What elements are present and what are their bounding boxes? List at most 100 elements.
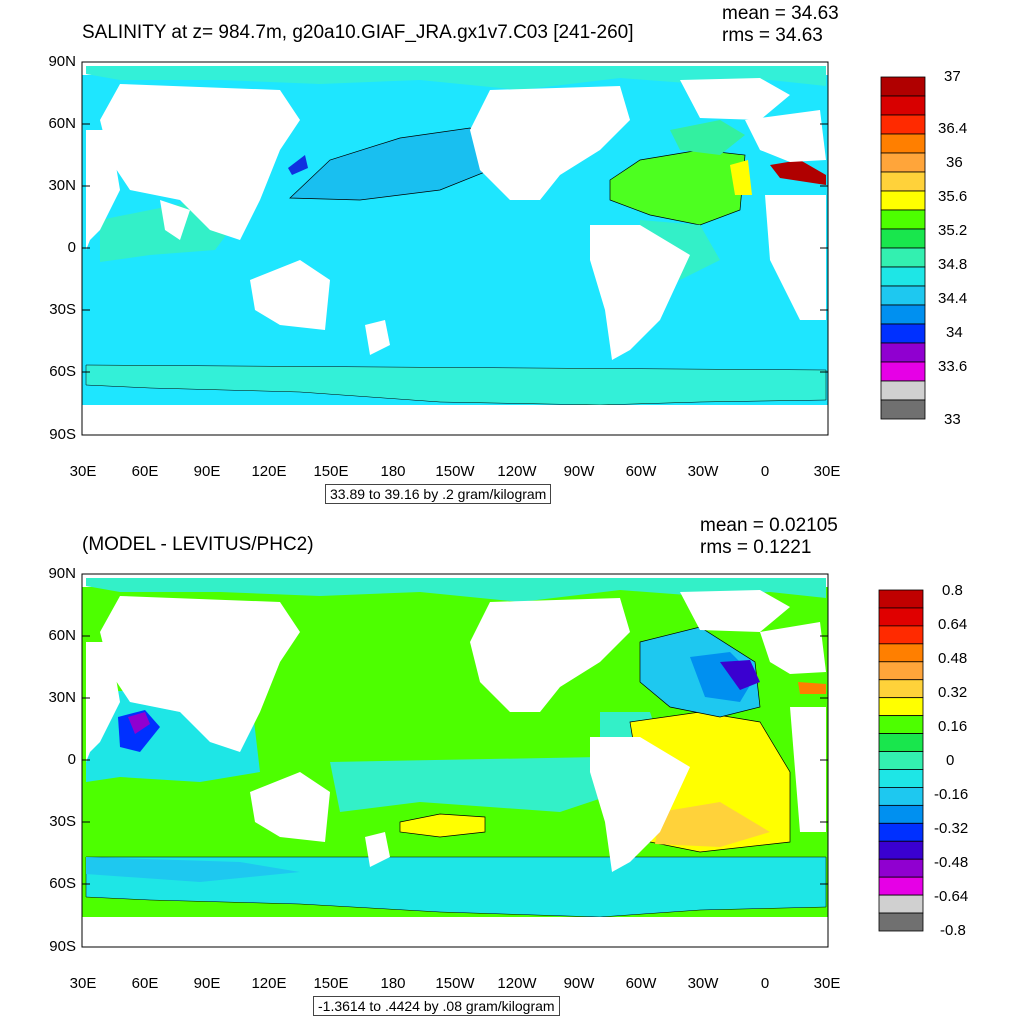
colorbar-label-34-8: 34.8 (938, 256, 968, 273)
med-red (770, 160, 826, 185)
colorbar-swatch (880, 380, 926, 401)
colorbar-swatch (880, 76, 926, 97)
ytick-0: 0 (67, 239, 76, 256)
colorbar-swatch (878, 643, 924, 663)
land-asia (100, 596, 300, 752)
colorbar-swatch (878, 679, 924, 699)
xtick-150e: 150E (313, 463, 349, 480)
colorbar-label-neg-0-32: -0.32 (934, 820, 969, 837)
colorbar-swatch (878, 769, 924, 788)
colorbar-swatch (880, 95, 926, 116)
ytick-90n: 90N (48, 565, 76, 582)
ytick-30n: 30N (48, 689, 76, 706)
land-samerica (590, 225, 690, 360)
difference-map (81, 573, 829, 948)
land-asia (100, 84, 300, 240)
xtick-120w: 120W (497, 463, 537, 480)
colorbar-label-35-6: 35.6 (938, 188, 968, 205)
colorbar-swatch (878, 589, 924, 609)
colorbar-label-33-6: 33.6 (938, 358, 968, 375)
colorbar-label-35-2: 35.2 (938, 222, 968, 239)
colorbar-swatch (878, 787, 924, 806)
colorbar-swatch (878, 733, 924, 752)
colorbar-label-0-8: 0.8 (942, 582, 963, 599)
land-greenland (680, 590, 790, 632)
xtick-150w: 150W (435, 463, 475, 480)
colorbar-swatch (878, 912, 924, 932)
colorbar-swatch (878, 697, 924, 717)
colorbar-label-34: 34 (946, 324, 963, 341)
diff-arctic (86, 578, 826, 602)
colorbar-label-neg-0-8: -0.8 (940, 922, 966, 939)
colorbar-swatch (880, 171, 926, 192)
xtick-90e: 90E (193, 463, 221, 480)
colorbar (880, 76, 926, 420)
xtick-90w: 90W (563, 463, 595, 480)
xtick-0: 0 (760, 463, 770, 480)
panel-title: SALINITY at z= 984.7m, g20a10.GIAF_JRA.g… (82, 22, 634, 43)
xtick-120e: 120E (251, 463, 287, 480)
tick-marks (82, 635, 828, 885)
salinity-panel: SALINITY at z= 984.7m, g20a10.GIAF_JRA.g… (48, 4, 968, 504)
ytick-30s: 30S (49, 301, 76, 318)
xtick-150w: 150W (435, 975, 475, 992)
xtick-30e-end: 30E (813, 975, 841, 992)
land-samerica (590, 737, 690, 872)
arctic-band (86, 66, 826, 90)
diff-atlantic-orange (655, 802, 770, 847)
contour-range-label: -1.3614 to .4424 by .08 gram/kilogram (313, 996, 560, 1016)
land-antarctica (86, 917, 826, 947)
colorbar-label-0-64: 0.64 (938, 616, 968, 633)
xtick-30w: 30W (687, 463, 719, 480)
xtick-90e: 90E (193, 975, 221, 992)
colorbar-swatch (878, 876, 924, 896)
xtick-60w: 60W (625, 975, 657, 992)
colorbar-swatch (880, 114, 926, 135)
colorbar-label-34-4: 34.4 (938, 290, 968, 307)
xtick-60w: 60W (625, 463, 657, 480)
land-europe (745, 110, 826, 162)
xtick-150e: 150E (313, 975, 349, 992)
diff-pacific-cyan (330, 757, 620, 812)
colorbar-label-36: 36 (946, 154, 963, 171)
colorbar-label-0: 0 (946, 752, 955, 769)
xtick-30e-end: 30E (813, 463, 841, 480)
ytick-30s: 30S (49, 813, 76, 830)
panel-title: (MODEL - LEVITUS/PHC2) (82, 534, 314, 555)
xtick-60e: 60E (131, 463, 159, 480)
xtick-30e: 30E (69, 975, 97, 992)
land-africa (86, 642, 120, 762)
land-nz (365, 832, 390, 867)
contour-range-label: 33.89 to 39.16 by .2 gram/kilogram (325, 484, 552, 504)
ytick-90s: 90S (49, 426, 76, 443)
difference-panel: (MODEL - LEVITUS/PHC2) mean = 0.02105 rm… (0, 512, 1024, 1024)
npacific-patch (288, 155, 308, 175)
colorbar-swatch (880, 266, 926, 287)
tick-marks (82, 123, 828, 373)
diff-southern-blue (86, 857, 300, 882)
land-africa-east (790, 707, 826, 832)
colorbar-swatch (878, 858, 924, 878)
colorbar-swatch (880, 209, 926, 230)
colorbar-swatch (878, 607, 924, 627)
xtick-180: 180 (380, 463, 406, 480)
ytick-60n: 60N (48, 627, 76, 644)
diff-pacific-yellow (399, 813, 486, 838)
colorbar-swatch (878, 625, 924, 645)
mean-label: mean = 0.02105 (700, 515, 838, 536)
colorbar-label-neg-0-48: -0.48 (934, 854, 969, 871)
ytick-60s: 60S (49, 875, 76, 892)
xtick-30e: 30E (69, 463, 97, 480)
land-europe (760, 622, 826, 674)
colorbar-label-neg-0-16: -0.16 (934, 786, 969, 803)
colorbar-swatch (878, 894, 924, 914)
xtick-30w: 30W (687, 975, 719, 992)
colorbar-label-37: 37 (944, 68, 961, 85)
ytick-60n: 60N (48, 115, 76, 132)
colorbar-swatch (878, 804, 924, 824)
colorbar-label-0-16: 0.16 (938, 718, 968, 735)
southern-ocean (85, 364, 827, 406)
colorbar-swatch (880, 304, 926, 325)
colorbar-label-36-4: 36.4 (938, 120, 968, 137)
colorbar-swatch (878, 822, 924, 842)
